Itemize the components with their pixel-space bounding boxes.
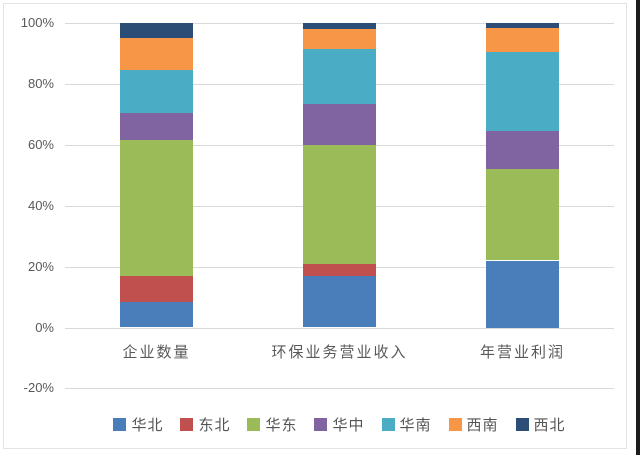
y-axis-tick-label: 20% — [27, 258, 54, 274]
legend-label: 西南 — [466, 417, 499, 434]
legend-item: 东北 — [180, 414, 230, 435]
bar-segment-华中 — [486, 131, 559, 170]
bar-segment-西南 — [303, 29, 376, 49]
legend-item: 西北 — [515, 414, 566, 435]
legend-item: 华东 — [247, 414, 297, 435]
bar-segment-西南 — [120, 38, 193, 71]
y-axis-tick-label: 80% — [27, 75, 54, 91]
bar-segment-华北 — [303, 275, 376, 328]
legend-item: 华北 — [113, 414, 163, 435]
bar-segment-西北 — [303, 23, 376, 30]
bar-segment-华中 — [303, 103, 376, 145]
bar-segment-东北 — [120, 275, 193, 302]
legend-swatch-icon — [113, 418, 127, 431]
legend-swatch-icon — [314, 418, 328, 431]
bar-segment-西北 — [120, 23, 193, 39]
bar-segment-华北 — [120, 301, 193, 328]
legend-swatch-icon — [515, 418, 529, 431]
legend-item: 西南 — [448, 414, 499, 435]
legend-label: 华中 — [332, 417, 365, 434]
bar-segment-华南 — [486, 51, 559, 132]
gridline — [65, 388, 614, 390]
y-axis-tick-label: 40% — [27, 197, 54, 213]
bar-segment-华南 — [120, 70, 193, 113]
bar-segment-西南 — [486, 27, 559, 52]
bar-segment-华北 — [486, 260, 559, 328]
y-axis-tick-label: 100% — [20, 15, 54, 30]
legend-swatch-icon — [381, 418, 395, 431]
x-axis-category-label: 环保业务营业收入 — [271, 344, 408, 361]
legend-item: 华南 — [381, 414, 432, 435]
legend-label: 西北 — [533, 417, 566, 434]
y-axis-tick-label: 0% — [35, 319, 54, 335]
bar-segment-西北 — [486, 23, 559, 28]
bar-segment-华东 — [486, 169, 559, 261]
legend-swatch-icon — [247, 418, 261, 431]
legend-label: 华南 — [399, 417, 432, 434]
legend-label: 东北 — [198, 417, 231, 434]
y-axis-tick-label: 60% — [27, 136, 54, 152]
bar-segment-华南 — [303, 48, 376, 104]
legend-label: 华东 — [265, 417, 298, 434]
x-axis-category-label: 企业数量 — [122, 344, 191, 361]
legend-label: 华北 — [131, 417, 164, 434]
gridline — [65, 327, 614, 329]
legend-item: 华中 — [314, 414, 364, 435]
y-axis-tick-label: -20% — [23, 380, 54, 396]
bar-segment-华东 — [303, 144, 376, 264]
bar-segment-东北 — [303, 263, 376, 276]
right-edge-strip — [636, 0, 640, 455]
legend: 华北 东北 华东 华中 华南 西南 西北 — [65, 414, 614, 435]
x-axis-category-label: 年营业利润 — [479, 344, 565, 361]
legend-swatch-icon — [448, 418, 462, 431]
legend-swatch-icon — [180, 418, 194, 431]
bar-segment-华东 — [120, 140, 193, 276]
bar-segment-华中 — [120, 112, 193, 141]
